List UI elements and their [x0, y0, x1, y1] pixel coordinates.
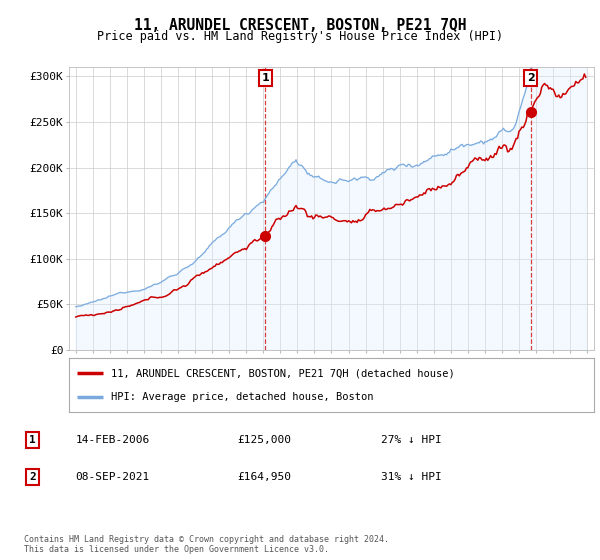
Text: Price paid vs. HM Land Registry's House Price Index (HPI): Price paid vs. HM Land Registry's House …: [97, 30, 503, 44]
Text: 11, ARUNDEL CRESCENT, BOSTON, PE21 7QH (detached house): 11, ARUNDEL CRESCENT, BOSTON, PE21 7QH (…: [111, 368, 455, 379]
Text: HPI: Average price, detached house, Boston: HPI: Average price, detached house, Bost…: [111, 391, 373, 402]
Text: £125,000: £125,000: [237, 435, 291, 445]
Text: 31% ↓ HPI: 31% ↓ HPI: [381, 472, 442, 482]
Text: £164,950: £164,950: [237, 472, 291, 482]
Text: Contains HM Land Registry data © Crown copyright and database right 2024.
This d: Contains HM Land Registry data © Crown c…: [24, 535, 389, 554]
Text: 2: 2: [29, 472, 36, 482]
Text: 27% ↓ HPI: 27% ↓ HPI: [381, 435, 442, 445]
Text: 2: 2: [527, 73, 535, 83]
Text: 14-FEB-2006: 14-FEB-2006: [76, 435, 150, 445]
Text: 08-SEP-2021: 08-SEP-2021: [76, 472, 150, 482]
Text: 1: 1: [29, 435, 36, 445]
Text: 11, ARUNDEL CRESCENT, BOSTON, PE21 7QH: 11, ARUNDEL CRESCENT, BOSTON, PE21 7QH: [134, 18, 466, 32]
Text: 1: 1: [262, 73, 269, 83]
